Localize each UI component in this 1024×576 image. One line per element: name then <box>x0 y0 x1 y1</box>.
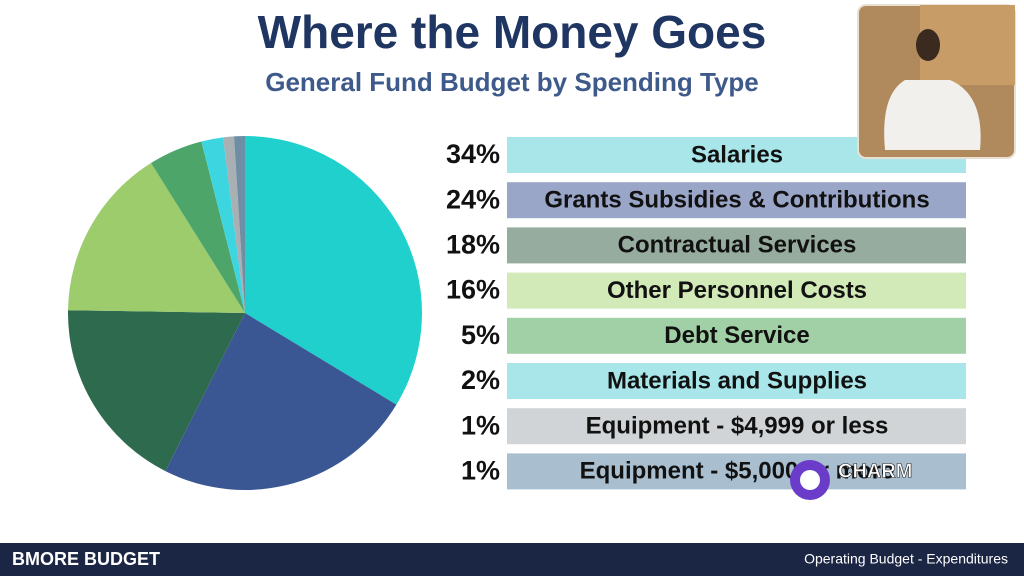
legend-bar <box>507 408 966 445</box>
pie-slice <box>201 137 245 313</box>
value-label: 2% <box>461 365 500 395</box>
legend-bar <box>507 272 966 309</box>
pie-slice <box>223 136 245 313</box>
legend-bar <box>507 317 966 354</box>
legend-label: Debt Service <box>664 322 809 349</box>
webcam-inset <box>857 4 1016 159</box>
watermark-text: CHARM <box>838 460 912 482</box>
legend-label: Other Personnel Costs <box>607 277 867 304</box>
pie-slice <box>245 136 422 405</box>
pie-slice <box>68 163 245 313</box>
watermark-logo: CHARM <box>790 460 913 500</box>
legend-bar <box>507 227 966 264</box>
chart-subtitle: General Fund Budget by Spending Type <box>265 67 759 97</box>
pie-slice <box>67 310 245 472</box>
pie-slice <box>150 141 245 313</box>
legend-bar <box>507 363 966 399</box>
chart-title: Where the Money Goes <box>258 6 767 58</box>
legend-bar <box>507 182 966 219</box>
value-label: 34% <box>446 139 500 169</box>
value-label: 1% <box>461 456 500 486</box>
footer-section: Operating Budget - Expenditures <box>804 551 1008 567</box>
webcam-head <box>916 29 940 61</box>
pie <box>67 136 422 491</box>
legend-bar <box>507 453 966 490</box>
watermark-inner <box>800 470 820 490</box>
legend-label: Equipment - $5,000 or more <box>580 458 895 485</box>
value-label: 16% <box>446 275 500 305</box>
legend-label: Salaries <box>691 141 783 168</box>
pie-slice <box>233 136 245 313</box>
legend-label: Contractual Services <box>618 232 857 259</box>
value-label: 1% <box>461 410 500 440</box>
value-label: 18% <box>446 230 500 260</box>
value-label: 24% <box>446 184 500 214</box>
legend-label: Materials and Supplies <box>607 367 867 394</box>
legend-label: Equipment - $4,999 or less <box>586 413 889 440</box>
legend-label: Grants Subsidies & Contributions <box>544 187 929 214</box>
webcam-body <box>884 80 981 150</box>
pie-slice <box>165 313 397 491</box>
footer-bar <box>0 543 1024 576</box>
footer-brand: BMORE BUDGET <box>12 549 160 569</box>
legend: 34% Salaries 24% Grants Subsidies & Contrib… <box>446 137 966 490</box>
value-label: 5% <box>461 320 500 350</box>
